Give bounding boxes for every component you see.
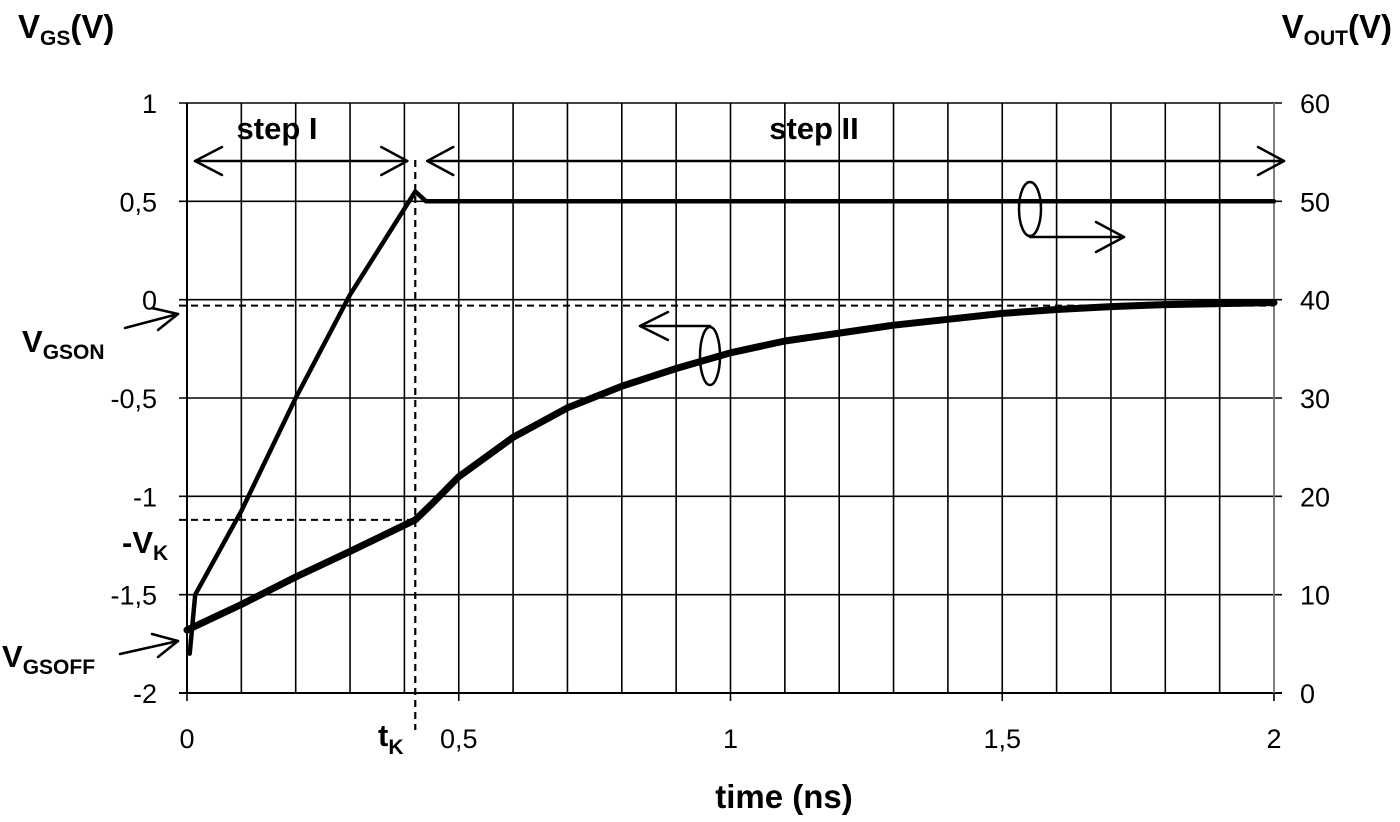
- x-axis-title: time (ns): [715, 778, 853, 815]
- vout-marker-ellipse: [1017, 180, 1043, 238]
- vk-label-sub: K: [153, 542, 168, 565]
- vk-label: -VK: [122, 525, 168, 565]
- step-1-label: step I: [237, 111, 318, 146]
- tk-label: tK: [378, 718, 404, 759]
- step-1-arrow-head-left: [193, 145, 224, 177]
- vgsoff-pointer-arrow-head: [150, 632, 180, 659]
- right-y-tick-label: 0: [1300, 679, 1315, 709]
- vgson-label-sub: GSON: [43, 341, 105, 364]
- vgs-series-line: [183, 299, 1278, 634]
- vout-marker-arrow-head: [1094, 220, 1126, 254]
- right-y-tick-label: 30: [1300, 384, 1330, 414]
- vgsoff-label-sub: GSOFF: [23, 656, 96, 679]
- left-y-tick-label: -2: [133, 679, 157, 709]
- tk-label-main: t: [378, 718, 388, 753]
- x-tick-label: 0: [179, 724, 194, 754]
- step-2-label: step II: [769, 111, 859, 146]
- left-axis-title-unit: (V): [70, 8, 114, 45]
- left-y-tick-label: 1: [142, 89, 157, 119]
- vgsoff-label: VGSOFF: [2, 639, 95, 679]
- right-y-tick-label: 60: [1300, 89, 1330, 119]
- vgs-marker-arrow-head: [638, 310, 670, 342]
- right-axis-title-unit: (V): [1348, 8, 1392, 45]
- series-lines: [183, 189, 1278, 656]
- tk-label-sub: K: [388, 736, 403, 759]
- left-axis-title: VGS(V): [18, 8, 114, 50]
- vgson-label-main: V: [22, 324, 43, 359]
- vgson-label: VGSON: [22, 324, 105, 364]
- x-tick-label: 2: [1266, 724, 1281, 754]
- x-tick-label: 1: [723, 724, 738, 754]
- left-axis-title-main: V: [18, 8, 40, 45]
- labels: 0 0,5 1 1,5 2 1 0,5 0 -0,5 -1 -1,5 -2 60 50 40 30 20 10 0: [110, 89, 1330, 754]
- step-2-arrow-head-right: [1256, 145, 1286, 177]
- right-axis-title: VOUT(V): [1282, 8, 1392, 50]
- annotation-arrows: [118, 145, 1286, 659]
- left-y-tick-label: 0: [142, 286, 157, 316]
- right-y-tick-label: 10: [1300, 581, 1330, 611]
- step-1-arrow-head-right: [380, 145, 409, 177]
- x-tick-label: 1,5: [983, 724, 1021, 754]
- vout-series-line: [187, 189, 1277, 656]
- step-2-arrow-head-left: [426, 145, 455, 177]
- x-tick-label: 0,5: [440, 724, 478, 754]
- vout-marker-arrow-shaft: [1028, 234, 1126, 239]
- left-y-tick-label: -1,5: [110, 581, 157, 611]
- right-y-tick-label: 50: [1300, 187, 1330, 217]
- grid: [179, 102, 1282, 701]
- vk-label-main: -V: [122, 525, 153, 560]
- right-y-tick-label: 20: [1300, 482, 1330, 512]
- vgsoff-pointer-arrow: [118, 639, 180, 656]
- left-y-tick-label: -1: [133, 482, 157, 512]
- left-axis-title-sub: GS: [40, 27, 70, 50]
- vgson-pointer-arrow-head: [150, 306, 180, 332]
- vgsoff-label-main: V: [2, 639, 23, 674]
- right-y-tick-label: 40: [1300, 286, 1330, 316]
- left-y-tick-label: -0,5: [110, 384, 157, 414]
- left-y-tick-label: 0,5: [119, 187, 157, 217]
- vgson-pointer-arrow: [123, 312, 180, 330]
- right-axis-title-main: V: [1282, 8, 1304, 45]
- right-axis-title-sub: OUT: [1304, 27, 1349, 50]
